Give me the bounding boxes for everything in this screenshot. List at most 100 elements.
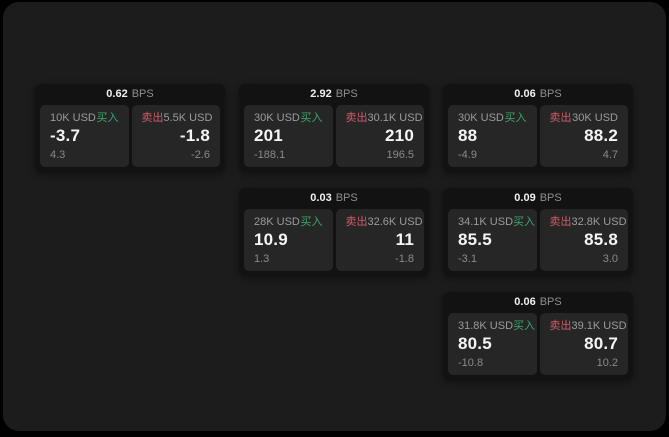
buy-tile-header: 34.1K USD 买入: [458, 216, 535, 228]
buy-quote-tile[interactable]: 10K USD 买入 -3.7 4.3: [40, 105, 129, 167]
sell-side-label: 卖出: [345, 216, 368, 228]
buy-tile-header: 10K USD 买入: [50, 112, 119, 124]
sell-side-label: 卖出: [345, 112, 368, 124]
sell-side-label: 卖出: [549, 320, 572, 332]
spread-value: 0.06: [514, 296, 536, 308]
sell-amount: 39.1K USD: [571, 320, 627, 332]
buy-tile-header: 31.8K USD 买入: [458, 320, 535, 332]
card-spread-header: 0.06 BPS: [443, 292, 633, 313]
buy-price: 88: [458, 126, 478, 146]
sell-delta: 4.7: [602, 149, 618, 161]
quote-card: 0.06 BPS 30K USD 买入 88 -4.9 卖出 30K USD 8…: [443, 84, 633, 172]
buy-amount: 30K USD: [254, 112, 300, 124]
buy-price: -3.7: [50, 126, 81, 146]
spread-value: 0.03: [310, 192, 332, 204]
buy-side-label: 买入: [513, 320, 536, 332]
sell-price: 11: [395, 230, 414, 250]
sell-amount: 32.8K USD: [571, 216, 627, 228]
buy-side-label: 买入: [504, 112, 527, 124]
sell-amount: 30.1K USD: [367, 112, 423, 124]
sell-tile-header: 卖出 5.5K USD: [141, 112, 213, 124]
buy-side-label: 买入: [513, 216, 536, 228]
sell-side-label: 卖出: [141, 112, 164, 124]
sell-tile-header: 卖出 32.6K USD: [345, 216, 423, 228]
buy-amount: 34.1K USD: [458, 216, 514, 228]
buy-delta: 4.3: [50, 149, 66, 161]
quote-cards-grid: 0.62 BPS 10K USD 买入 -3.7 4.3 卖出 5.5K USD…: [35, 84, 633, 380]
card-spread-header: 0.06 BPS: [443, 84, 633, 105]
sell-tile-header: 卖出 30K USD: [550, 112, 619, 124]
buy-price: 201: [254, 126, 283, 146]
sell-amount: 30K USD: [572, 112, 618, 124]
sell-delta: -1.8: [395, 253, 414, 265]
quote-tiles: 30K USD 买入 201 -188.1 卖出 30.1K USD 210 1…: [239, 105, 429, 172]
buy-side-label: 买入: [96, 112, 119, 124]
sell-side-label: 卖出: [549, 112, 572, 124]
quote-card: 0.09 BPS 34.1K USD 买入 85.5 -3.1 卖出 32.8K…: [443, 188, 633, 276]
quote-tiles: 31.8K USD 买入 80.5 -10.8 卖出 39.1K USD 80.…: [443, 313, 633, 380]
buy-delta: -3.1: [458, 253, 477, 265]
card-spread-header: 0.09 BPS: [443, 188, 633, 209]
buy-amount: 31.8K USD: [458, 320, 514, 332]
card-spread-header: 0.03 BPS: [239, 188, 429, 209]
sell-price: 88.2: [584, 126, 618, 146]
sell-quote-tile[interactable]: 卖出 39.1K USD 80.7 10.2: [539, 313, 628, 375]
sell-amount: 5.5K USD: [163, 112, 213, 124]
spread-value: 0.09: [514, 192, 536, 204]
sell-side-label: 卖出: [549, 216, 572, 228]
sell-quote-tile[interactable]: 卖出 5.5K USD -1.8 -2.6: [131, 105, 220, 167]
sell-quote-tile[interactable]: 卖出 30K USD 88.2 4.7: [539, 105, 628, 167]
buy-side-label: 买入: [300, 216, 323, 228]
spread-unit-label: BPS: [131, 88, 154, 100]
quote-tiles: 30K USD 买入 88 -4.9 卖出 30K USD 88.2 4.7: [443, 105, 633, 172]
sell-amount: 32.6K USD: [367, 216, 423, 228]
quote-card: 0.03 BPS 28K USD 买入 10.9 1.3 卖出 32.6K US…: [239, 188, 429, 276]
buy-price: 10.9: [254, 230, 288, 250]
buy-quote-tile[interactable]: 34.1K USD 买入 85.5 -3.1: [448, 209, 537, 271]
quote-card: 0.62 BPS 10K USD 买入 -3.7 4.3 卖出 5.5K USD…: [35, 84, 225, 172]
buy-side-label: 买入: [300, 112, 323, 124]
buy-tile-header: 28K USD 买入: [254, 216, 323, 228]
spread-unit-label: BPS: [539, 192, 562, 204]
buy-quote-tile[interactable]: 30K USD 买入 88 -4.9: [448, 105, 537, 167]
buy-delta: -4.9: [458, 149, 477, 161]
quote-card: 0.06 BPS 31.8K USD 买入 80.5 -10.8 卖出 39.1…: [443, 292, 633, 380]
sell-quote-tile[interactable]: 卖出 30.1K USD 210 196.5: [335, 105, 424, 167]
quote-card: 2.92 BPS 30K USD 买入 201 -188.1 卖出 30.1K …: [239, 84, 429, 172]
spread-value: 0.62: [106, 88, 128, 100]
buy-quote-tile[interactable]: 31.8K USD 买入 80.5 -10.8: [448, 313, 537, 375]
sell-quote-tile[interactable]: 卖出 32.8K USD 85.8 3.0: [539, 209, 628, 271]
buy-price: 80.5: [458, 334, 492, 354]
card-spread-header: 0.62 BPS: [35, 84, 225, 105]
buy-amount: 10K USD: [50, 112, 96, 124]
quote-tiles: 10K USD 买入 -3.7 4.3 卖出 5.5K USD -1.8 -2.…: [35, 105, 225, 172]
card-spread-header: 2.92 BPS: [239, 84, 429, 105]
sell-price: 85.8: [584, 230, 618, 250]
spread-value: 0.06: [514, 88, 536, 100]
sell-price: -1.8: [179, 126, 210, 146]
spread-value: 2.92: [310, 88, 332, 100]
buy-quote-tile[interactable]: 28K USD 买入 10.9 1.3: [244, 209, 333, 271]
buy-tile-header: 30K USD 买入: [254, 112, 323, 124]
buy-delta: -10.8: [458, 357, 484, 369]
buy-amount: 28K USD: [254, 216, 300, 228]
quote-tiles: 34.1K USD 买入 85.5 -3.1 卖出 32.8K USD 85.8…: [443, 209, 633, 276]
sell-price: 80.7: [584, 334, 618, 354]
sell-delta: 3.0: [602, 253, 618, 265]
sell-tile-header: 卖出 30.1K USD: [345, 112, 423, 124]
quote-tiles: 28K USD 买入 10.9 1.3 卖出 32.6K USD 11 -1.8: [239, 209, 429, 276]
buy-price: 85.5: [458, 230, 492, 250]
buy-delta: -188.1: [254, 149, 286, 161]
spread-unit-label: BPS: [539, 296, 562, 308]
sell-tile-header: 卖出 39.1K USD: [549, 320, 627, 332]
sell-tile-header: 卖出 32.8K USD: [549, 216, 627, 228]
spread-unit-label: BPS: [539, 88, 562, 100]
sell-price: 210: [385, 126, 414, 146]
buy-delta: 1.3: [254, 253, 270, 265]
sell-delta: 196.5: [386, 149, 414, 161]
sell-delta: -2.6: [191, 149, 210, 161]
spread-unit-label: BPS: [335, 192, 358, 204]
sell-quote-tile[interactable]: 卖出 32.6K USD 11 -1.8: [335, 209, 424, 271]
buy-quote-tile[interactable]: 30K USD 买入 201 -188.1: [244, 105, 333, 167]
buy-amount: 30K USD: [458, 112, 504, 124]
